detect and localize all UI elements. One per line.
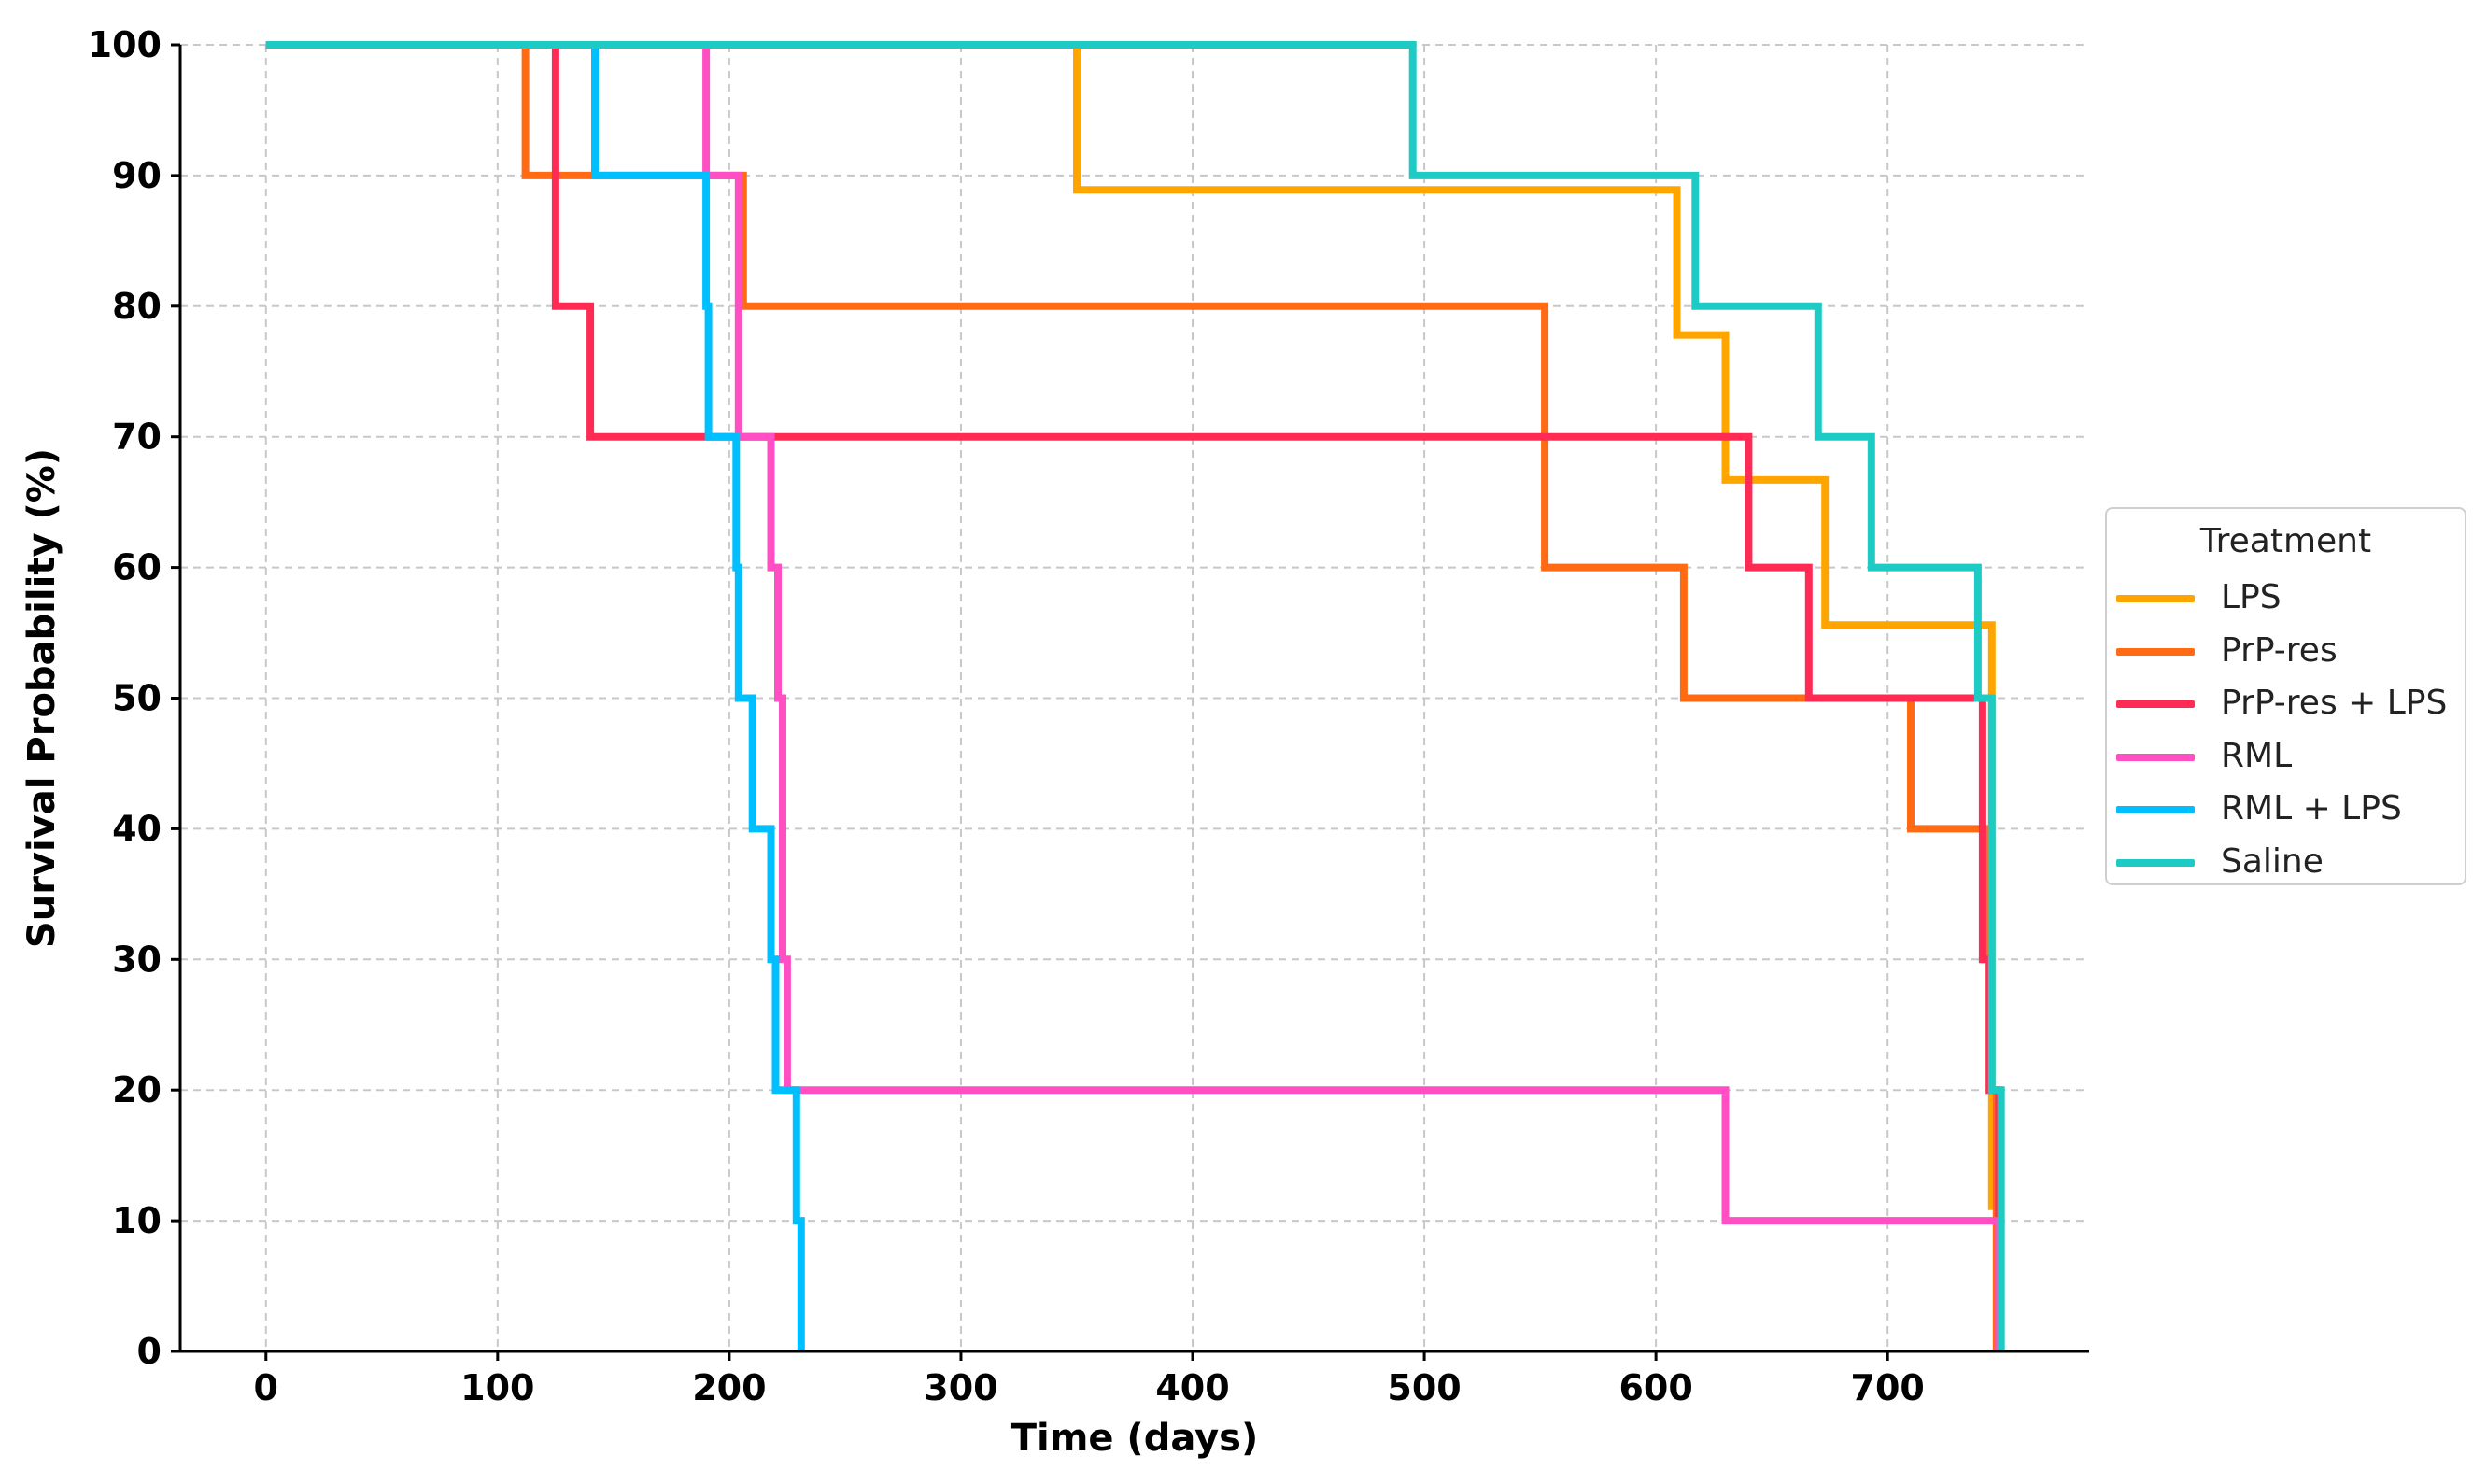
- legend-label-saline: Saline: [2221, 841, 2324, 881]
- legend-swatch-prp-res: [2116, 647, 2195, 656]
- legend-label-rml-lps: RML + LPS: [2221, 789, 2402, 827]
- legend-label-prp-res-lps: PrP-res + LPS: [2221, 684, 2448, 722]
- legend-item-lps: LPS: [2116, 576, 2462, 619]
- legend-swatch-saline: [2116, 858, 2195, 867]
- series-line-saline: [265, 41, 2005, 1351]
- x-tick-label-400: 400: [1155, 1367, 1229, 1408]
- legend-item-rml: RML: [2116, 735, 2462, 778]
- y-tick-label-60: 60: [112, 547, 162, 588]
- x-tick-label-500: 500: [1387, 1367, 1461, 1408]
- legend-swatch-rml-lps: [2116, 806, 2195, 813]
- y-tick-label-10: 10: [112, 1200, 162, 1241]
- y-tick-label-70: 70: [112, 417, 162, 458]
- y-tick-label-80: 80: [112, 286, 162, 327]
- y-tick-label-0: 0: [137, 1331, 162, 1372]
- legend-label-lps: LPS: [2221, 578, 2282, 616]
- legend-item-prp-res: PrP-res: [2116, 629, 2462, 672]
- series-line-lps: [265, 41, 2003, 1351]
- series-line-rml-lps: [265, 41, 805, 1351]
- legend-item-rml-lps: RML + LPS: [2116, 787, 2462, 830]
- tick-labels: 0 100 200 300 400 500 600 700 0 10 20 30 40 50 60 70 80 9…: [88, 24, 1925, 1408]
- x-axis-label: Time (days): [1011, 1417, 1259, 1460]
- legend-item-prp-res-lps: PrP-res + LPS: [2116, 682, 2462, 725]
- legend-label-prp-res: PrP-res: [2221, 630, 2338, 670]
- legend-swatch-prp-res-lps: [2116, 700, 2195, 708]
- axes: [171, 43, 2089, 1361]
- y-tick-label-40: 40: [112, 808, 162, 849]
- x-tick-label-700: 700: [1851, 1367, 1925, 1408]
- legend-swatch-lps: [2116, 595, 2195, 602]
- y-tick-label-100: 100: [88, 24, 162, 65]
- legend-title: Treatment: [2199, 522, 2372, 560]
- legend-swatch-rml: [2116, 753, 2195, 761]
- y-axis-label: Survival Probability (%): [21, 448, 64, 948]
- legend: Treatment LPS PrP-res PrP-res + LPS RML RML …: [2105, 507, 2466, 885]
- y-tick-label-50: 50: [112, 678, 162, 719]
- series-lines: [265, 41, 2005, 1351]
- x-tick-label-600: 600: [1618, 1367, 1692, 1408]
- x-tick-label-200: 200: [692, 1367, 766, 1408]
- x-tick-label-300: 300: [924, 1367, 997, 1408]
- legend-label-rml: RML: [2221, 736, 2293, 775]
- x-tick-label-0: 0: [254, 1367, 278, 1408]
- y-tick-label-90: 90: [112, 155, 162, 196]
- x-tick-label-100: 100: [460, 1367, 534, 1408]
- series-line-rml: [265, 41, 2003, 1351]
- legend-item-saline: Saline: [2116, 841, 2462, 883]
- y-tick-label-20: 20: [112, 1069, 162, 1110]
- y-tick-label-30: 30: [112, 939, 162, 980]
